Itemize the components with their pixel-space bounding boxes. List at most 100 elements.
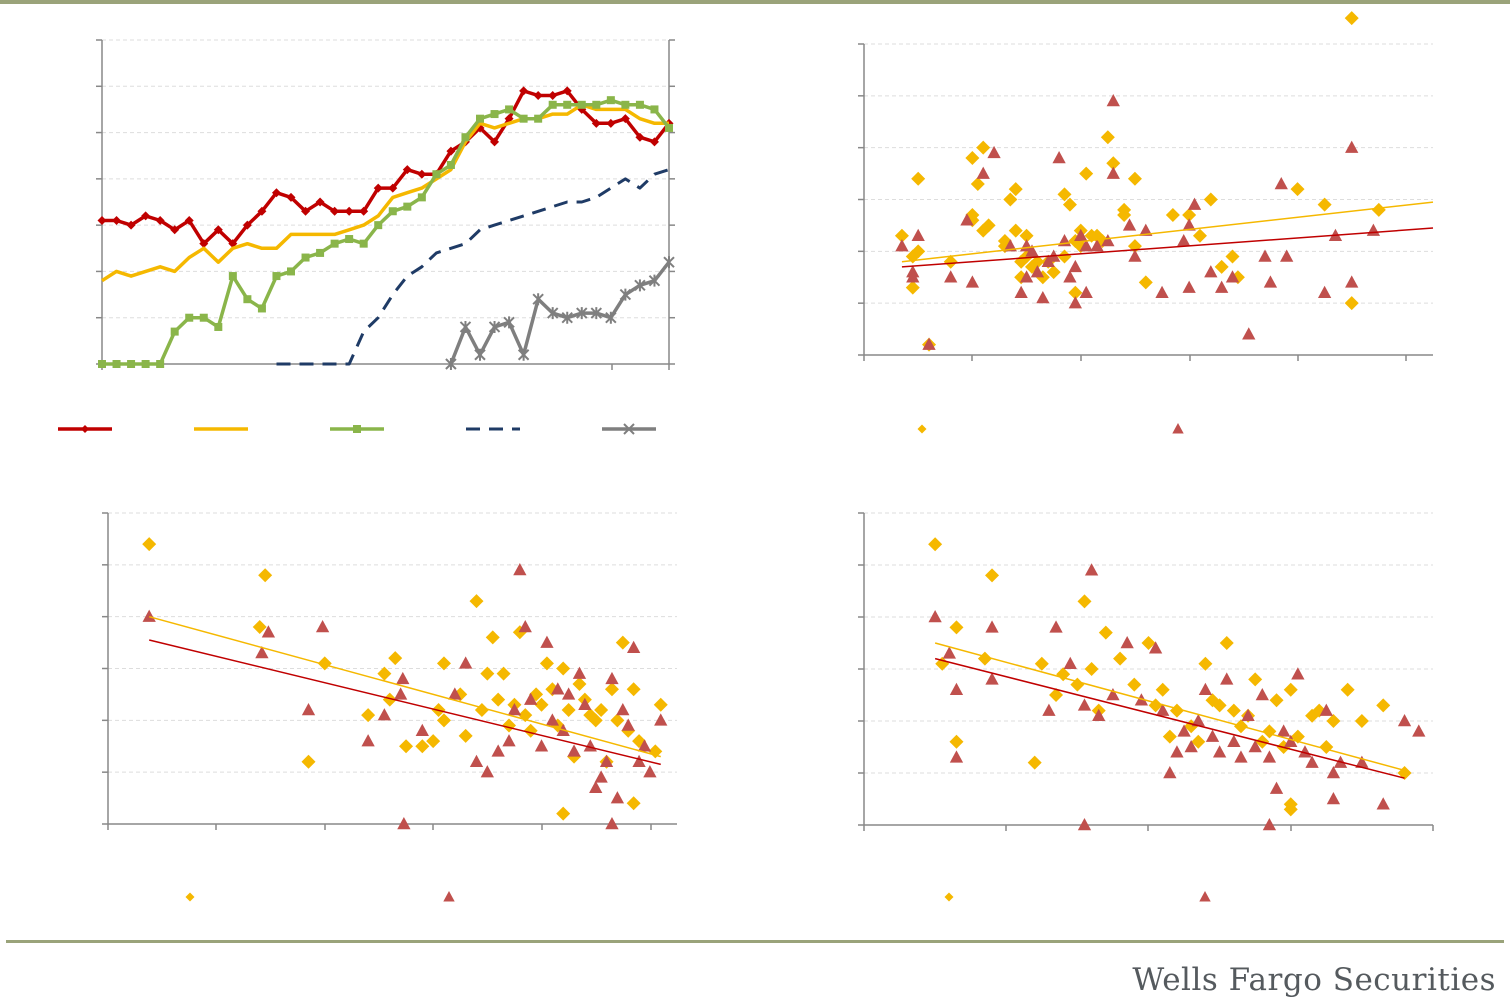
data-point (374, 221, 383, 230)
scatter-point-triangle (1106, 166, 1120, 179)
scatter-point-triangle (315, 620, 330, 633)
scatter-point-triangle (1106, 94, 1120, 107)
scatter-point-diamond (399, 739, 414, 754)
scatter-point-diamond (1127, 171, 1142, 186)
scatter-point-diamond (485, 630, 500, 645)
scatter-point-diamond (1008, 223, 1023, 238)
scatter-point-diamond (1003, 192, 1018, 207)
scatter-point-triangle (1198, 682, 1213, 696)
scatter-point-triangle (928, 610, 942, 623)
scatter-point-triangle (1139, 223, 1153, 236)
scatter-point-triangle (594, 770, 608, 783)
scatter-point-diamond (426, 734, 441, 749)
data-point (112, 216, 122, 226)
scatter-point-diamond (1290, 182, 1305, 197)
data-point (97, 216, 107, 226)
scatter-point-triangle (361, 734, 375, 747)
scatter-point-triangle (551, 682, 565, 695)
scatter-point-triangle (1187, 197, 1202, 210)
scatter-point-diamond (491, 692, 506, 707)
scatter-point-triangle (621, 718, 635, 731)
scatter-point-triangle (1049, 620, 1063, 633)
scatter-point-diamond (1283, 797, 1298, 812)
data-point (243, 295, 252, 304)
scatter-point-triangle (1204, 265, 1218, 278)
scatter-point-triangle (480, 765, 494, 778)
scatter-point-triangle (1326, 766, 1341, 779)
data-point (184, 216, 194, 226)
data-point (445, 358, 457, 370)
scatter-point-triangle (1215, 280, 1229, 293)
scatter-point-diamond (1162, 729, 1177, 744)
scatter-point-triangle (1220, 672, 1234, 685)
scatter-point-diamond (1068, 285, 1083, 300)
data-point (170, 225, 180, 235)
data-point (185, 313, 194, 322)
data-point (446, 146, 456, 156)
data-point (403, 202, 412, 211)
scatter-point-triangle (1326, 792, 1341, 805)
scatter-point-diamond (436, 713, 451, 728)
scatter-point-diamond (1344, 11, 1359, 26)
scatter-point-triangle (1317, 285, 1332, 299)
data-point (345, 235, 354, 244)
scatter-point-triangle (1248, 740, 1262, 753)
scatter-point-triangle (616, 702, 630, 716)
data-point (330, 239, 339, 248)
scatter-point-triangle (1412, 724, 1426, 737)
data-point (141, 211, 151, 221)
scatter-point-triangle (1276, 724, 1291, 737)
scatter-point-diamond (1165, 208, 1180, 223)
scatter-point-triangle (1052, 151, 1066, 164)
data-point (620, 114, 630, 124)
data-point (619, 288, 632, 301)
data-point (649, 137, 659, 147)
scatter-point-triangle (605, 671, 619, 685)
trendline-yellow (901, 201, 1434, 263)
data-point (126, 220, 136, 230)
scatter-point-diamond (976, 140, 991, 155)
scatter-point-diamond (474, 702, 489, 717)
data-point (388, 183, 398, 193)
data-point (432, 170, 441, 179)
trendline-red (149, 639, 661, 766)
scatter-point-diamond (905, 280, 920, 295)
scatter-point-diamond (317, 656, 332, 671)
scatter-point-diamond (1056, 667, 1071, 682)
data-point (213, 225, 223, 235)
scatter-point-triangle (469, 754, 484, 768)
scatter-point-triangle (1177, 233, 1191, 247)
scatter-point-triangle (987, 145, 1001, 159)
scatter-point-triangle (1212, 745, 1227, 758)
data-point (286, 192, 296, 202)
scatter-point-diamond (1008, 182, 1023, 197)
scatter-point-diamond (436, 656, 451, 671)
scatter-point-diamond (1262, 724, 1277, 739)
scatter-point-triangle (1345, 140, 1359, 153)
data-point (373, 183, 383, 193)
data-point (141, 360, 150, 368)
scatter-point-diamond (1344, 296, 1359, 311)
scatter-point-triangle (895, 239, 909, 252)
scatter-point-triangle (1106, 688, 1120, 701)
scatter-point-diamond (1212, 698, 1227, 713)
data-point (548, 91, 558, 101)
scatter-point-triangle (1074, 228, 1088, 242)
data-point (533, 91, 543, 101)
scatter-point-diamond (911, 171, 926, 186)
scatter-point-triangle (1280, 249, 1294, 262)
scatter-point-triangle (1263, 275, 1278, 288)
data-point (474, 348, 486, 361)
scatter-point-triangle (396, 671, 410, 685)
scatter-point-diamond (1248, 672, 1263, 687)
data-point (517, 348, 530, 361)
series-line-navy (276, 168, 670, 366)
scatter-point-diamond (928, 537, 943, 552)
scatter-point-triangle (261, 625, 276, 638)
scatter-point-diamond (1371, 202, 1386, 217)
scatter-point-diamond (534, 697, 549, 712)
scatter-point-triangle (142, 609, 156, 622)
scatter-point-triangle (906, 270, 920, 283)
scatter-point-diamond (1046, 265, 1061, 280)
